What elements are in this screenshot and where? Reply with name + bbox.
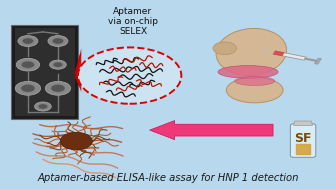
Circle shape [60, 132, 92, 150]
Text: SF: SF [294, 132, 312, 145]
Circle shape [15, 81, 41, 95]
Text: Aptamer
via on-chip
SELEX: Aptamer via on-chip SELEX [108, 7, 158, 36]
Text: Aptamer-based ELISA-like assay for HNP 1 detection: Aptamer-based ELISA-like assay for HNP 1… [37, 173, 299, 183]
Circle shape [45, 81, 71, 95]
Polygon shape [273, 51, 306, 60]
Ellipse shape [235, 77, 275, 86]
Ellipse shape [78, 47, 181, 104]
Circle shape [51, 84, 65, 92]
Circle shape [35, 102, 51, 111]
Ellipse shape [218, 66, 278, 78]
Polygon shape [273, 51, 285, 56]
FancyArrow shape [150, 121, 273, 140]
Circle shape [48, 36, 68, 46]
Polygon shape [294, 121, 312, 125]
Polygon shape [75, 48, 81, 92]
Polygon shape [314, 58, 321, 64]
FancyBboxPatch shape [11, 25, 78, 119]
Circle shape [21, 84, 35, 92]
Circle shape [38, 104, 47, 109]
Ellipse shape [226, 77, 283, 103]
Circle shape [52, 38, 64, 44]
Ellipse shape [216, 28, 287, 75]
FancyBboxPatch shape [14, 28, 75, 116]
Circle shape [53, 62, 62, 67]
Circle shape [50, 60, 66, 69]
Circle shape [22, 61, 34, 68]
Circle shape [18, 36, 38, 46]
FancyBboxPatch shape [290, 124, 316, 157]
Circle shape [23, 38, 33, 44]
Ellipse shape [213, 42, 236, 55]
Circle shape [16, 58, 40, 71]
